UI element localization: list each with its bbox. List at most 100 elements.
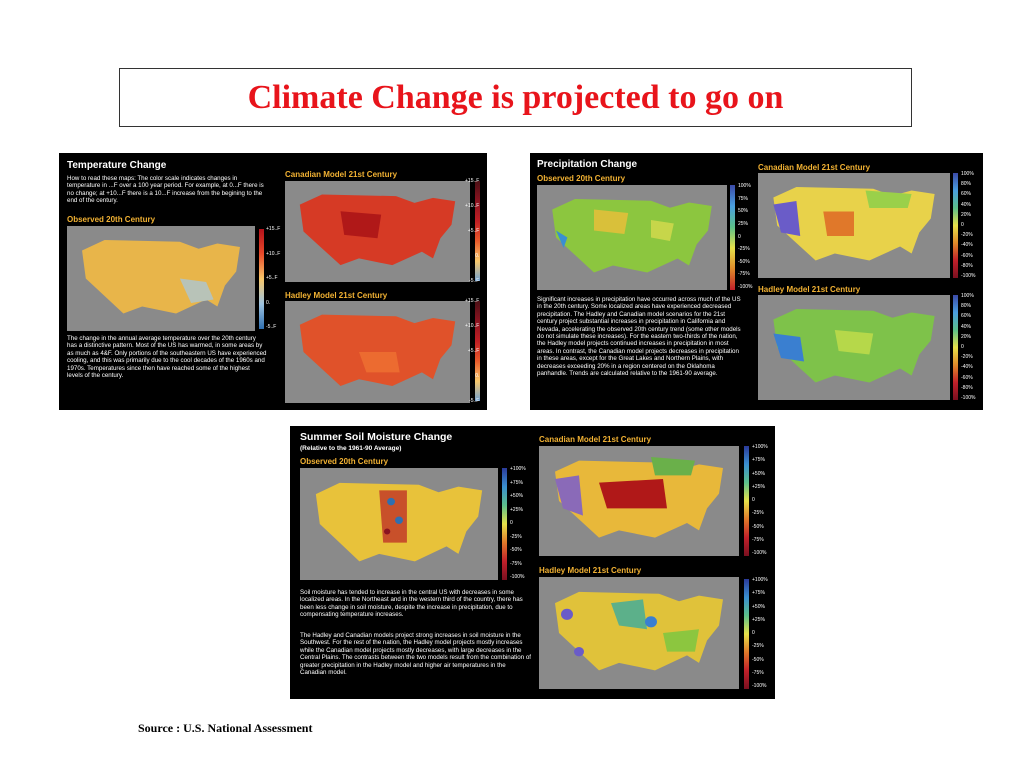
scale-tick: -25% [738,246,750,253]
precipitation-observed-scale-ticks: 100% 75% 50% 25% 0 -25% -50% -75% -100% [738,183,752,290]
scale-tick: -40% [961,364,973,371]
precipitation-panel: Precipitation Change Observed 20th Centu… [530,153,983,410]
scale-tick: -25% [510,533,522,540]
scale-tick: -100% [961,394,976,401]
temperature-canadian-label: Canadian Model 21st Century [285,170,398,179]
temperature-hadley-label: Hadley Model 21st Century [285,291,388,300]
scale-tick: 0 [738,233,741,240]
scale-tick: +50% [510,493,523,499]
soil-hadley-map [539,577,739,689]
scale-tick: -40% [961,242,973,249]
scale-tick: +50% [752,470,765,477]
scale-tick: -100% [752,550,767,556]
soil-hadley-label: Hadley Model 21st Century [539,566,642,575]
soil-canadian-scale-ticks: +100% +75% +50% +25% 0 -25% -50% -75% -1… [752,444,768,556]
soil-observed-scale-bar [502,468,507,580]
scale-tick: 75% [738,195,749,202]
scale-tick: +25% [752,616,765,623]
scale-tick: -5..F [469,398,480,404]
scale-tick: 0 [961,343,964,350]
scale-tick: +15..F [266,226,281,232]
scale-tick: -75% [738,271,750,278]
scale-tick: -80% [961,262,973,269]
scale-tick: 40% [961,323,972,330]
temperature-title: Temperature Change [67,160,167,171]
scale-tick: 80% [961,303,972,310]
scale-tick: +100% [752,577,768,583]
scale-tick: 100% [738,183,751,189]
temperature-canadian-map [285,181,470,282]
scale-tick: -20% [961,232,973,239]
scale-tick: 40% [961,201,972,208]
temperature-canadian-scale-bar [475,181,480,281]
scale-tick: -60% [961,252,973,259]
precipitation-observed-scale-bar [730,185,735,290]
scale-tick: 20% [961,211,972,218]
soil-observed-label: Observed 20th Century [300,457,389,466]
scale-tick: +25% [510,506,523,513]
scale-tick: -75% [752,536,764,543]
source-note: Source : U.S. National Assessment [138,721,313,735]
soil-title: Summer Soil Moisture Change [300,431,453,443]
precipitation-canadian-map [758,173,950,278]
precipitation-hadley-label: Hadley Model 21st Century [758,285,861,294]
precipitation-hadley-scale-ticks: 100% 80% 60% 40% 20% 0 -20% -40% -60% -8… [961,293,975,401]
soil-subtitle: (Relative to the 1961-90 Average) [300,445,402,452]
scale-tick: +5..F [467,228,480,234]
scale-tick: -25% [752,510,764,517]
scale-tick: 0. [266,299,271,306]
scale-tick: 60% [961,191,972,198]
scale-tick: +10..F [465,323,480,329]
scale-tick: 80% [961,181,972,188]
scale-tick: -75% [510,560,522,567]
precipitation-canadian-label: Canadian Model 21st Century [758,163,871,172]
scale-tick: 0. [475,373,480,379]
scale-tick: -20% [961,354,973,361]
title-box: Climate Change is projected to go on [119,68,912,127]
scale-tick: -5..F [469,278,480,284]
slide-title: Climate Change is projected to go on [247,78,784,116]
scale-tick: 100% [961,171,974,177]
scale-tick: +15..F [465,178,480,184]
temperature-observed-scale-bar [259,229,264,329]
precipitation-canadian-scale-ticks: 100% 80% 60% 40% 20% 0 -20% -40% -60% -8… [961,171,975,279]
scale-tick: 0 [752,630,755,636]
scale-tick: 0 [510,520,513,526]
scale-tick: -50% [752,523,764,530]
soil-hadley-scale-bar [744,579,749,689]
soil-canadian-map [539,446,739,556]
scale-tick: -25% [752,643,764,650]
temperature-observed-label: Observed 20th Century [67,215,156,224]
temperature-observed-scale-ticks: +15..F +10..F +5..F 0. -5..F [266,226,280,330]
precipitation-hadley-scale-bar [953,295,958,400]
soil-observed-scale-ticks: +100% +75% +50% +25% 0 -25% -50% -75% -1… [510,466,526,580]
scale-tick: +100% [752,444,768,450]
soil-hadley-scale-ticks: +100% +75% +50% +25% 0 -25% -50% -75% -1… [752,577,768,689]
temperature-hadley-scale-bar [475,301,480,401]
scale-tick: +25% [752,483,765,490]
scale-tick: +15..F [465,298,480,304]
temperature-hadley-scale-ticks: +15..F +10..F +5..F 0. -5..F [465,298,479,404]
scale-tick: +5..F [266,275,278,281]
precipitation-observed-label: Observed 20th Century [537,174,626,183]
soil-canadian-label: Canadian Model 21st Century [539,435,652,444]
scale-tick: +75% [510,479,523,486]
scale-tick: -100% [961,272,976,279]
precipitation-body: Significant increases in precipitation h… [537,296,741,378]
precipitation-observed-map [537,185,727,290]
precipitation-title: Precipitation Change [537,159,638,170]
scale-tick: -100% [752,683,767,689]
scale-tick: 0 [961,221,964,228]
scale-tick: -75% [752,669,764,676]
soil-body-2: The Hadley and Canadian models project s… [300,632,532,677]
scale-tick: 60% [961,313,972,320]
scale-tick: +75% [752,590,765,597]
temperature-hadley-map [285,301,470,403]
scale-tick: 50% [738,208,749,215]
soil-body-1: Soil moisture has tended to increase in … [300,589,523,619]
temperature-intro: How to read these maps: The color scale … [67,175,264,205]
scale-tick: +75% [752,457,765,464]
scale-tick: -50% [752,656,764,663]
scale-tick: -50% [738,258,750,265]
precipitation-hadley-map [758,295,950,400]
